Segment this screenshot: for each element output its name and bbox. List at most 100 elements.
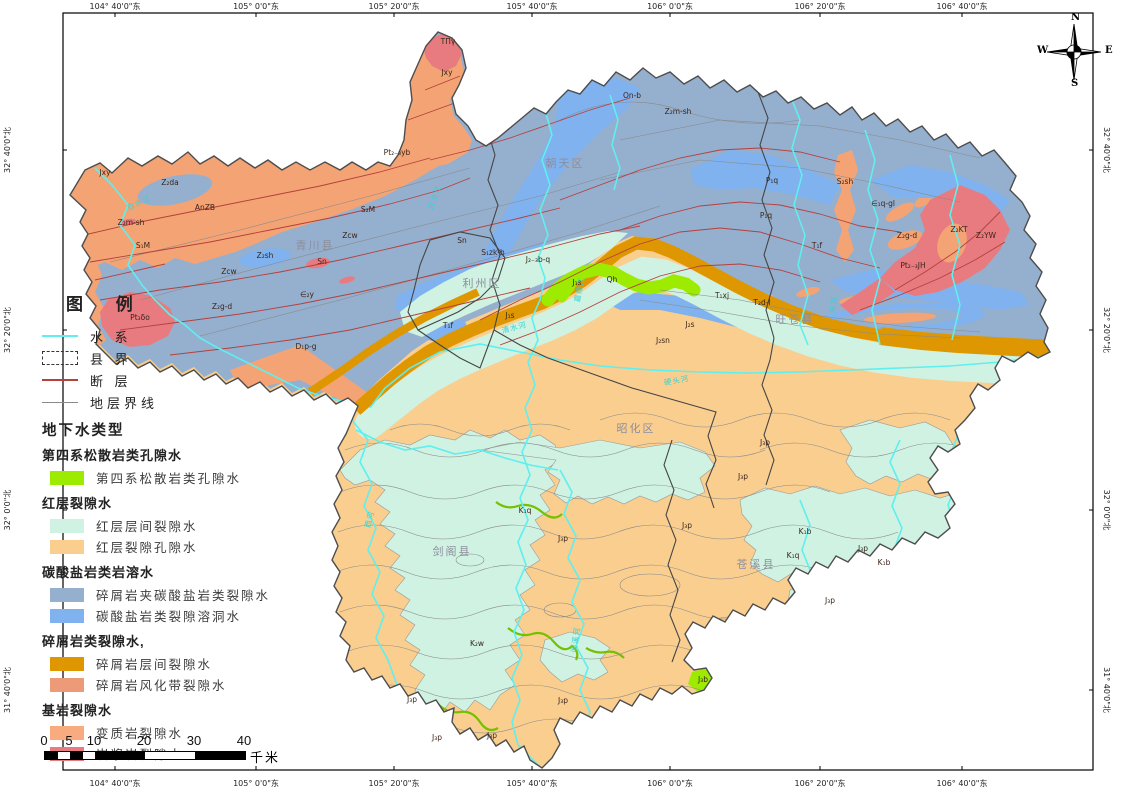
stratum-swatch-icon	[42, 401, 78, 403]
color-swatch	[50, 518, 84, 533]
bottom-tick-label: 105° 0'0"东	[233, 778, 279, 788]
map-frame	[62, 12, 1094, 771]
bottom-tick-label: 105° 20'0"东	[369, 778, 420, 788]
top-tick-label: 105° 0'0"东	[233, 1, 279, 11]
geo-unit-label: J₃b	[697, 675, 708, 684]
geo-unit-label: S₂sh	[837, 177, 854, 186]
legend-line-items: 水 系县 界断 层地层界线	[42, 325, 292, 413]
legend-title: 图 例	[66, 295, 147, 314]
county-boundaries	[407, 91, 775, 663]
scale-segment	[45, 752, 58, 759]
geo-unit-label: K₁b	[799, 527, 812, 536]
scale-segment	[70, 752, 83, 759]
bottom-tick-label: 104° 40'0"东	[90, 778, 141, 788]
color-swatch	[50, 539, 84, 554]
scale-number: 10	[86, 733, 102, 748]
legend-color-item: 碳酸盐岩类裂隙溶洞水	[42, 605, 292, 626]
bottom-tick-label: 105° 40'0"东	[507, 778, 558, 788]
geo-unit-label: T₂d-l	[752, 298, 770, 307]
geo-unit-label: P₁q	[766, 176, 779, 185]
county-swatch-icon	[42, 351, 78, 365]
scale-number: 20	[136, 733, 152, 748]
fault-swatch-icon	[42, 379, 78, 381]
mint-wedge	[400, 231, 628, 337]
county-name-label: 剑阁县	[433, 544, 472, 558]
legend-group-heading: 基岩裂隙水	[42, 703, 113, 718]
compass-star-icon	[1046, 23, 1102, 81]
scale-segment	[57, 752, 70, 759]
top-tick-label: 106° 40'0"东	[937, 1, 988, 11]
legend-groups: 第四系松散岩类孔隙水 第四系松散岩类孔隙水 红层裂隙水 红层层间裂隙水 红层裂隙孔隙水碳…	[42, 445, 292, 764]
geo-unit-label: J₃p	[857, 544, 868, 553]
legend-color-label: 碳酸盐岩类裂隙溶洞水	[96, 610, 242, 624]
geo-unit-label: Pt₂₋₃yb	[384, 148, 411, 157]
top-tick-label: 104° 40'0"东	[90, 1, 141, 11]
scale-bar-numbers: 0 5 10 20 30 40	[40, 733, 324, 749]
color-swatch	[50, 587, 84, 602]
legend-color-item: 变质岩裂隙水	[42, 722, 292, 743]
legend-item-label: 地层界线	[90, 395, 159, 411]
geo-unit-label: Z₂YW	[976, 231, 997, 240]
legend-color-label: 第四系松散岩类孔隙水	[96, 472, 242, 486]
geo-unit-label: J₃p	[406, 695, 417, 704]
legend-item-stratum: 地层界线	[42, 391, 292, 413]
geo-unit-label: J₂s	[684, 320, 694, 329]
geo-unit-label: J₃p	[557, 696, 568, 705]
river-name-label: 西河	[363, 510, 376, 529]
legend-color-item: 碎屑岩风化带裂隙水	[42, 674, 292, 695]
legend: 图 例 水 系县 界断 层地层界线 地下水类型 第四系松散岩类孔隙水第四系松散岩…	[42, 290, 292, 764]
geo-unit-label: ΤΠγ	[440, 37, 456, 46]
river-swatch-icon	[42, 335, 78, 337]
scale-segment	[145, 752, 195, 759]
geo-unit-label: Pt₃δo	[130, 313, 150, 322]
legend-color-label: 碎屑岩夹碳酸盐岩类裂隙水	[96, 589, 271, 603]
geo-unit-label: ∈₂y	[300, 290, 315, 299]
z2da-wedge	[137, 174, 213, 206]
compass-west-label: W	[1037, 45, 1049, 56]
geo-unit-label: On-b	[623, 91, 641, 100]
legend-group-heading: 第四系松散岩类孔隙水	[42, 448, 183, 463]
river-name-label: 东河	[827, 295, 840, 313]
left-tick-label: 32° 20'0"北	[3, 307, 12, 353]
right-tick-label: 32° 20'0"北	[1102, 307, 1111, 353]
left-tick-label: 32° 0'0"北	[3, 490, 12, 531]
geo-unit-label: Sn	[457, 236, 467, 245]
salmon-in-rose	[937, 223, 967, 263]
legend-color-label: 碎屑岩层间裂隙水	[96, 658, 213, 672]
legend-item-label: 水 系	[90, 329, 132, 345]
scale-number: 0	[40, 733, 48, 748]
groundwater-type-title: 地下水类型	[42, 423, 125, 439]
legend-group-heading: 碎屑岩类裂隙水,	[42, 634, 145, 649]
legend-color-label: 变质岩裂隙水	[96, 727, 184, 741]
county-name-label: 利州区	[463, 277, 502, 290]
color-swatch	[50, 656, 84, 671]
geo-unit-label: K₁q	[787, 551, 800, 560]
geo-unit-label: J₃p	[681, 521, 692, 530]
scale-bar-track	[44, 751, 246, 760]
geo-unit-label: ∈₁q-gl	[871, 199, 895, 208]
scale-bar: 0 5 10 20 30 40 千米	[40, 733, 324, 765]
river-name-label: 硬头河	[663, 373, 690, 387]
county-name-label: 昭化区	[617, 421, 656, 435]
geo-unit-label: J₂₋₃b-q	[525, 255, 551, 264]
geo-unit-label: D₁p-g	[295, 342, 316, 351]
top-tick-label: 105° 20'0"东	[369, 1, 420, 11]
river-name-label: 闻溪河	[568, 626, 581, 653]
geo-unit-label: Z₂g-d	[212, 302, 233, 311]
geo-unit-label: Z₂m-sh	[665, 107, 692, 116]
geo-unit-label: Jxy	[440, 68, 453, 77]
scale-number: 5	[65, 733, 73, 748]
geo-unit-label: K₁q	[519, 506, 532, 515]
left-tick-label: 32° 40'0"北	[3, 127, 12, 173]
scale-segment	[195, 752, 245, 759]
geo-unit-label: J₂sn	[655, 336, 670, 345]
graticule-labels: 104° 40'0"东 105° 0'0"东 105° 20'0"东 105° 40'…	[3, 1, 1111, 788]
geo-unit-label: Zcw	[342, 231, 357, 240]
geo-unit-label: AnZB	[195, 203, 215, 212]
scale-segment	[82, 752, 95, 759]
geo-unit-label: P₁q	[760, 211, 773, 220]
geo-unit-label: Z₂KT	[950, 225, 967, 234]
fault-lines	[79, 75, 1006, 356]
geo-unit-label: J₃p	[486, 731, 497, 740]
